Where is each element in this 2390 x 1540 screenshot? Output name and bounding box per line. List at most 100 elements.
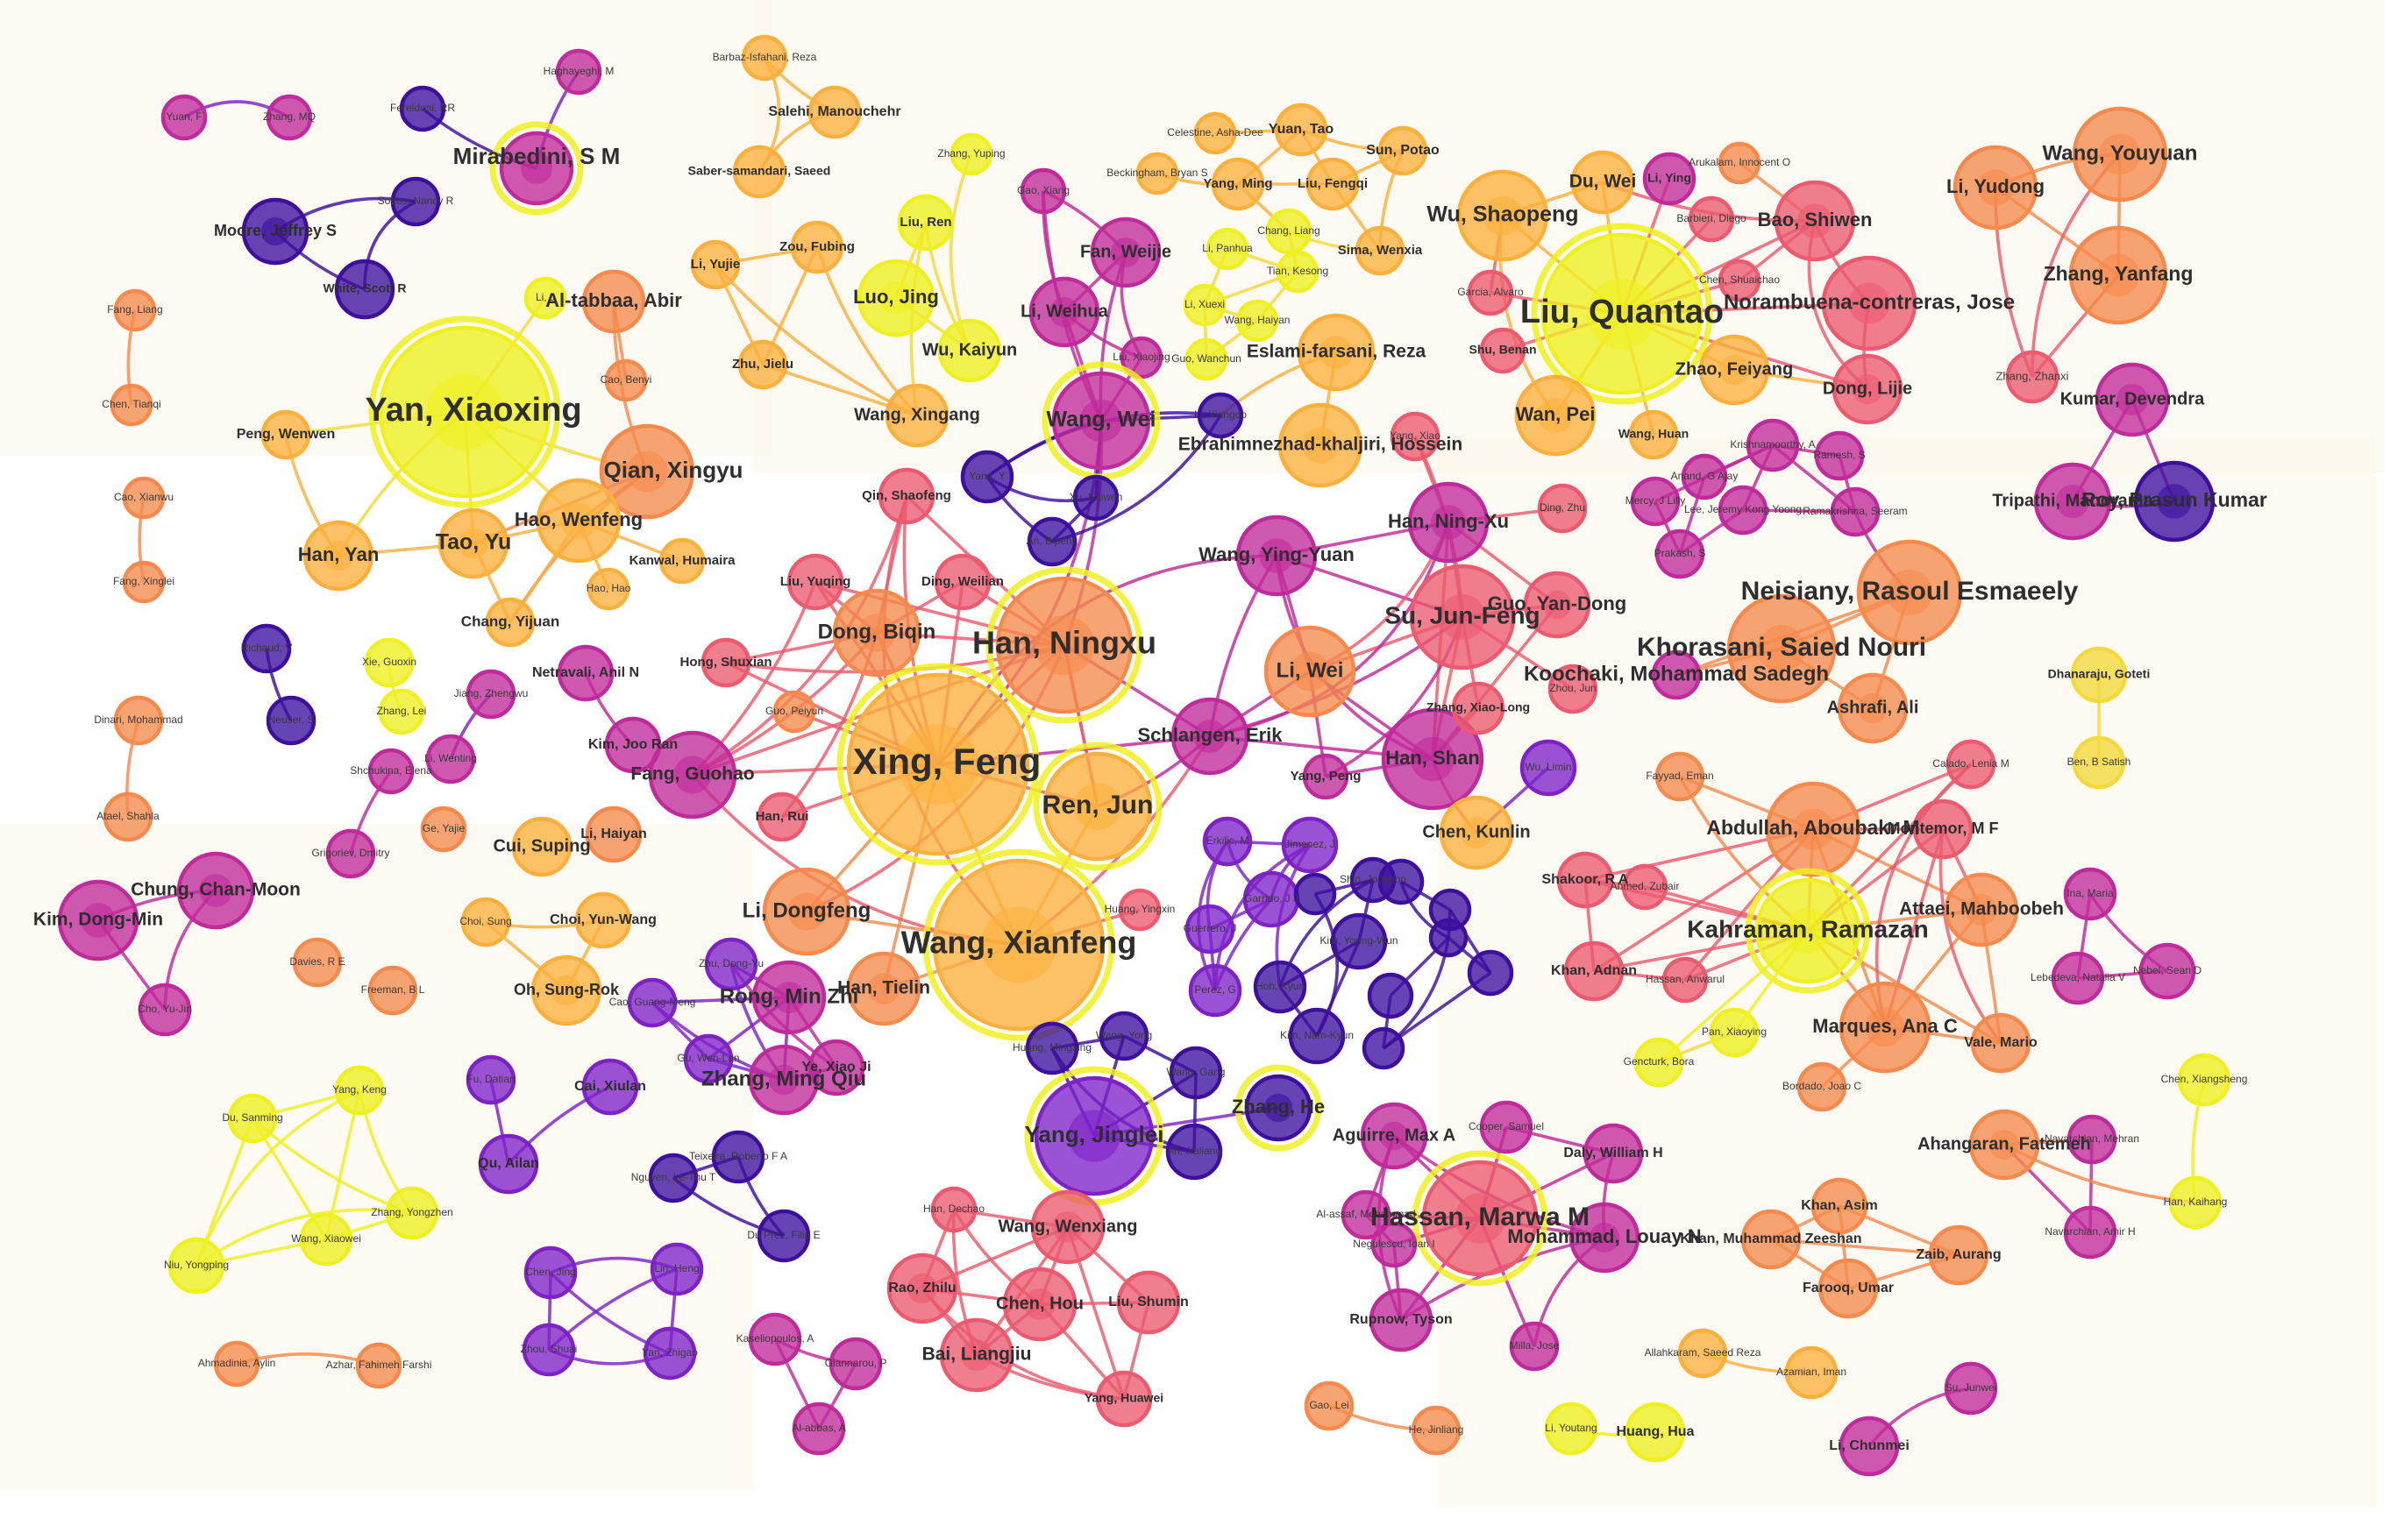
author-node <box>2070 646 2128 704</box>
node-circle <box>1817 1258 1879 1319</box>
author-label: Beckingham, Bryan S <box>1106 167 1207 179</box>
node-halo <box>985 566 1143 724</box>
author-node <box>1211 157 1265 211</box>
node-circle <box>581 269 646 334</box>
node-circle <box>748 1312 802 1366</box>
node-core <box>2096 253 2140 297</box>
author-node <box>1170 697 1249 776</box>
author-node <box>466 669 516 720</box>
unlabeled-node <box>1377 858 1425 905</box>
author-label: Han, Ning-Xu <box>1388 510 1509 532</box>
author-node <box>836 663 1040 866</box>
node-halo <box>1033 742 1163 871</box>
author-node <box>1304 1380 1355 1431</box>
node-core <box>1784 907 1832 955</box>
node-core <box>787 892 826 931</box>
author-node <box>1830 486 1881 537</box>
node-core <box>773 982 805 1013</box>
node-core <box>626 451 668 493</box>
node-circle <box>1183 283 1227 327</box>
author-label: Guo, Wanchun <box>1171 352 1241 365</box>
author-node <box>1537 483 1588 534</box>
author-node <box>1407 481 1490 564</box>
author-label: Han, Kaihang <box>2164 1196 2228 1208</box>
author-node <box>897 194 955 252</box>
node-circle <box>160 94 208 141</box>
author-label: Chung, Chan-Moon <box>131 880 301 900</box>
author-label: Cui, Suping <box>493 836 590 855</box>
author-node <box>1090 216 1162 288</box>
author-label: Wang, Youyuan <box>2043 141 2198 165</box>
author-node <box>1642 152 1696 206</box>
author-node <box>266 695 317 746</box>
author-node <box>1305 157 1360 211</box>
author-label: Ramakrishna, Seeram <box>1803 505 1907 517</box>
author-label: Yuan, F <box>166 110 202 123</box>
node-circle <box>1746 418 1800 472</box>
author-node <box>1912 798 1974 860</box>
author-label: Zhu, Dong-Yu <box>699 957 764 969</box>
author-label: Zhao, Feiyang <box>1675 359 1793 379</box>
author-label: Saber-samandari, Saeed <box>688 164 831 178</box>
node-core <box>1852 373 1883 405</box>
author-node <box>213 1340 260 1387</box>
author-label: Liu, Shumin <box>1108 1295 1189 1309</box>
author-node <box>792 1402 846 1456</box>
node-circle <box>2070 646 2128 704</box>
author-label: Attaei, Mahboobeh <box>1899 899 2064 919</box>
author-label: Han, Rui <box>756 809 809 824</box>
node-circle <box>1709 1007 1760 1058</box>
node-circle <box>1276 250 1319 294</box>
node-circle <box>227 1093 278 1144</box>
node-circle <box>950 132 993 176</box>
author-label: Zhang, He <box>1232 1096 1325 1118</box>
author-node <box>367 748 415 795</box>
author-node <box>1360 1102 1428 1170</box>
author-node <box>511 816 573 877</box>
author-label: Barbieri, Diego <box>1676 212 1746 224</box>
author-node <box>1654 751 1705 802</box>
author-label: Du, Wei <box>1569 172 1637 192</box>
author-label: Perez, G <box>1194 983 1235 996</box>
node-circle <box>385 1186 439 1240</box>
node-core <box>1966 894 1997 926</box>
coauthor-edge <box>195 1089 360 1267</box>
node-circle <box>367 748 415 795</box>
author-node <box>878 467 935 525</box>
node-circle <box>511 816 573 877</box>
author-node <box>1193 111 1237 155</box>
author-label: Al-assaf, Mohammad <box>1316 1208 1415 1220</box>
author-node <box>302 520 374 592</box>
author-node <box>1027 516 1078 567</box>
node-circle <box>807 85 862 139</box>
author-node <box>604 716 662 774</box>
node-circle <box>1654 529 1705 579</box>
node-circle <box>1570 150 1635 215</box>
author-label: Yang, Ming <box>1203 176 1272 191</box>
author-label: Sun, Potao <box>1366 143 1440 158</box>
node-circle <box>1642 152 1696 206</box>
node-circle <box>2063 867 2117 921</box>
node-circle <box>241 623 292 674</box>
author-node <box>557 644 615 702</box>
author-node <box>113 695 164 746</box>
node-circle <box>1120 336 1163 380</box>
author-label: Eslami-farsani, Reza <box>1247 342 1426 362</box>
author-node <box>1509 1321 1560 1372</box>
author-label: Neuser, S <box>268 713 315 726</box>
author-node <box>885 383 950 448</box>
author-label: Bao, Shiwen <box>1758 209 1873 231</box>
author-label: Khan, Asim <box>1801 1198 1877 1213</box>
author-label: Montemor, M F <box>1888 820 1999 837</box>
node-circle <box>1341 1189 1391 1240</box>
author-node <box>355 1342 402 1389</box>
author-label: Hong, Shuxian <box>680 655 772 670</box>
author-label: Roy, Prasun Kumar <box>2081 488 2267 511</box>
node-circle <box>1027 516 1078 567</box>
author-label: Gao, Lei <box>1309 1399 1348 1411</box>
author-label: Dong, Biqin <box>818 620 936 643</box>
author-label: Xie, Guoxin <box>362 656 416 668</box>
author-label: Tripathi, Manorama <box>1992 491 2153 510</box>
author-node <box>1523 571 1591 639</box>
author-node <box>1765 781 1861 877</box>
